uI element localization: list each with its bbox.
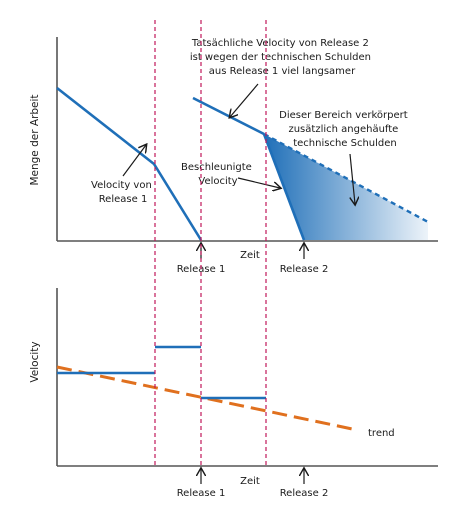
top-chart: Menge der Arbeit Zeit Tatsächliche Veloc…: [29, 37, 438, 275]
release-dividers: [154, 20, 267, 466]
technical-debt-note-line: Dieser Bereich verkörpert: [279, 110, 408, 121]
accelerated-velocity-note: Beschleunigte Velocity: [181, 162, 255, 187]
bottom-y-axis-label: Velocity: [29, 341, 41, 382]
release-1-burndown-line: [56, 86, 203, 241]
bottom-release-1-label: Release 1: [177, 488, 226, 499]
trend-line: [56, 365, 358, 432]
velocity-release-1-note-line: Velocity von: [91, 180, 152, 191]
velocity-release-1-note-line: Release 1: [99, 194, 148, 205]
top-y-axis-label: Menge der Arbeit: [29, 94, 41, 185]
release-2-actual-line: [192, 96, 265, 136]
release-2-note-arrow: [230, 83, 259, 117]
bottom-release-2-label: Release 2: [280, 488, 329, 499]
technical-debt-area: [264, 134, 428, 240]
release-2-note: Tatsächliche Velocity von Release 2 ist …: [190, 38, 374, 77]
top-release-1-label: Release 1: [177, 264, 226, 275]
technical-debt-note: Dieser Bereich verkörpert zusätzlich ang…: [279, 110, 411, 149]
release-2-note-line: ist wegen der technischen Schulden: [190, 52, 371, 63]
top-x-axis-label: Zeit: [240, 250, 260, 261]
release-2-note-line: aus Release 1 viel langsamer: [209, 66, 356, 77]
velocity-release-1-note-arrow: [122, 145, 146, 177]
bottom-x-axis-label: Zeit: [240, 476, 260, 487]
velocity-release-1-note: Velocity von Release 1: [91, 180, 155, 205]
release-2-note-line: Tatsächliche Velocity von Release 2: [191, 38, 369, 49]
top-release-2-label: Release 2: [280, 264, 329, 275]
accelerated-velocity-line: [262, 133, 306, 241]
technical-debt-note-arrow: [349, 153, 355, 204]
technical-debt-note-line: technische Schulden: [293, 138, 397, 149]
technical-debt-note-line: zusätzlich angehäufte: [288, 124, 398, 135]
trend-label: trend: [368, 428, 395, 439]
accelerated-velocity-note-line: Beschleunigte: [181, 162, 252, 173]
accelerated-velocity-note-arrow: [237, 177, 280, 188]
bottom-chart: Velocity trend Zeit Release 1 Release 2: [29, 288, 438, 499]
accelerated-velocity-note-line: Velocity: [198, 176, 237, 187]
release-2-projection-line: [263, 132, 429, 224]
